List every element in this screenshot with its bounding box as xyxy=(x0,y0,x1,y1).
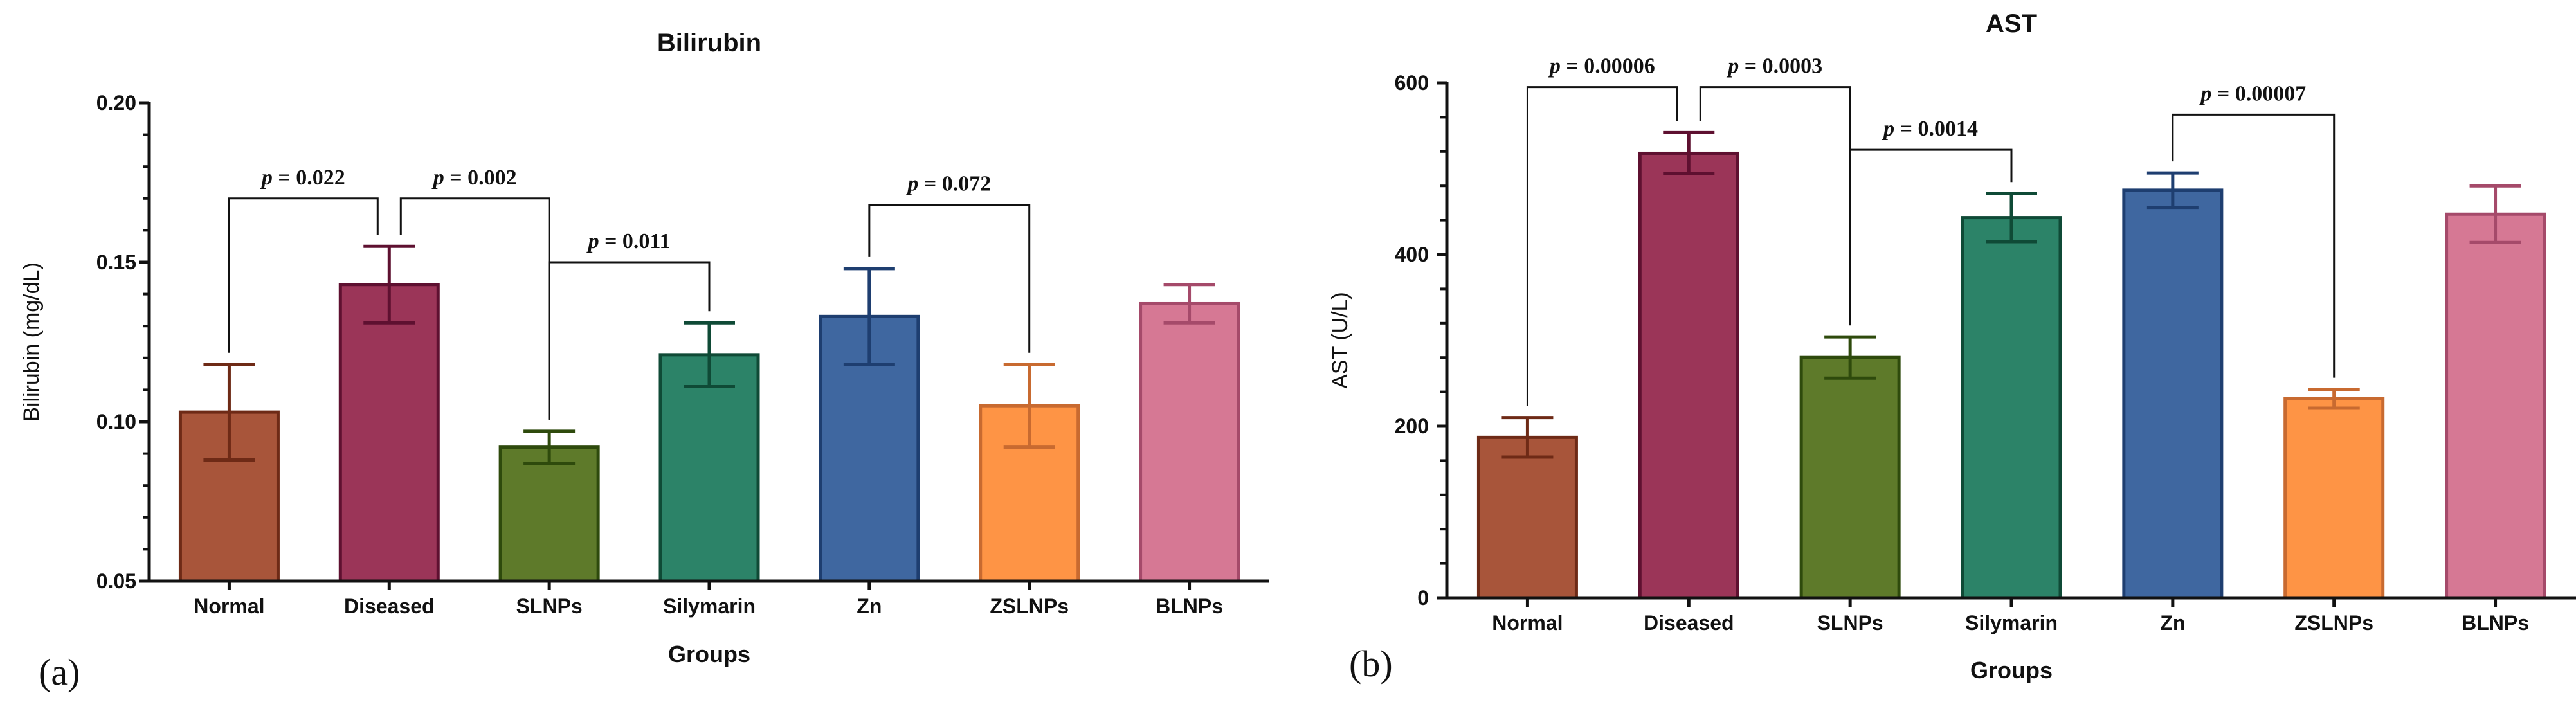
y-tick-label: 0.15 xyxy=(96,251,136,274)
panel-label: (b) xyxy=(1349,643,1393,685)
y-axis-label: Bilirubin (mg/dL) xyxy=(19,262,44,422)
bar-silymarin xyxy=(658,353,760,583)
chart-title: Bilirubin xyxy=(657,29,761,57)
bar-zslnps xyxy=(2283,397,2385,600)
significance-bracket xyxy=(228,197,379,353)
x-tick-label-zslnps: ZSLNPs xyxy=(2294,611,2373,634)
x-tick-label-zn: Zn xyxy=(2160,611,2185,634)
chart-panel-a: Bilirubin 0.05 0.10 0.15 0.20 Normal Diseased S… xyxy=(19,29,1269,693)
x-axis-label: Groups xyxy=(668,641,750,667)
bar-zn xyxy=(2122,188,2224,600)
x-tick-label-silymarin: Silymarin xyxy=(663,595,756,618)
y-tick-label: 0.05 xyxy=(96,570,136,593)
x-tick-label-normal: Normal xyxy=(194,595,264,618)
p-value-label: p = 0.011 xyxy=(586,229,671,253)
bar-diseased xyxy=(338,283,440,583)
x-tick-label-blnps: BLNPs xyxy=(1156,595,1223,618)
y-tick-label: 0.10 xyxy=(96,410,136,433)
x-tick-label-slnps: SLNPs xyxy=(1817,611,1883,634)
x-axis-label: Groups xyxy=(1970,657,2053,683)
significance-bracket xyxy=(548,261,711,420)
x-tick-label-normal: Normal xyxy=(1492,611,1563,634)
panel-label: (a) xyxy=(39,651,80,693)
bar-normal xyxy=(1476,435,1578,600)
significance-bracket xyxy=(1849,148,2013,326)
x-tick-label-zn: Zn xyxy=(857,595,882,618)
y-tick-label: 0.20 xyxy=(96,91,136,114)
bar-slnps xyxy=(1799,355,1901,600)
p-value-label: p = 0.0003 xyxy=(1726,55,1822,78)
p-value-label: p = 0.072 xyxy=(905,172,991,196)
chart-panel-b: AST 0 200 400 600 Normal Diseased SLNPs Silymari… xyxy=(1328,10,2576,685)
chart-title: AST xyxy=(1986,10,2037,38)
x-tick-label-silymarin: Silymarin xyxy=(1965,611,2058,634)
x-tick-label-diseased: Diseased xyxy=(344,595,435,618)
significance-bracket xyxy=(868,204,1031,353)
bar-diseased xyxy=(1638,151,1739,600)
p-value-label: p = 0.00006 xyxy=(1548,55,1655,78)
bar-slnps xyxy=(498,445,600,583)
p-value-label: p = 0.0014 xyxy=(1882,117,1978,141)
x-tick-label-zslnps: ZSLNPs xyxy=(990,595,1069,618)
y-tick-label: 0 xyxy=(1417,586,1429,609)
significance-bracket xyxy=(2172,113,2336,378)
bar-blnps xyxy=(1139,301,1240,583)
significance-bracket xyxy=(1526,86,1678,406)
y-tick-label: 200 xyxy=(1395,415,1429,438)
y-axis-label: AST (U/L) xyxy=(1328,292,1352,389)
x-tick-label-slnps: SLNPs xyxy=(516,595,583,618)
y-tick-label: 400 xyxy=(1395,243,1429,266)
p-value-label: p = 0.022 xyxy=(260,166,345,190)
x-tick-label-blnps: BLNPs xyxy=(2462,611,2529,634)
p-value-label: p = 0.00007 xyxy=(2199,82,2306,105)
bar-silymarin xyxy=(1961,216,2062,600)
y-tick-label: 600 xyxy=(1395,71,1429,94)
x-tick-label-diseased: Diseased xyxy=(1644,611,1734,634)
p-value-label: p = 0.002 xyxy=(431,166,517,190)
bar-blnps xyxy=(2445,212,2546,600)
